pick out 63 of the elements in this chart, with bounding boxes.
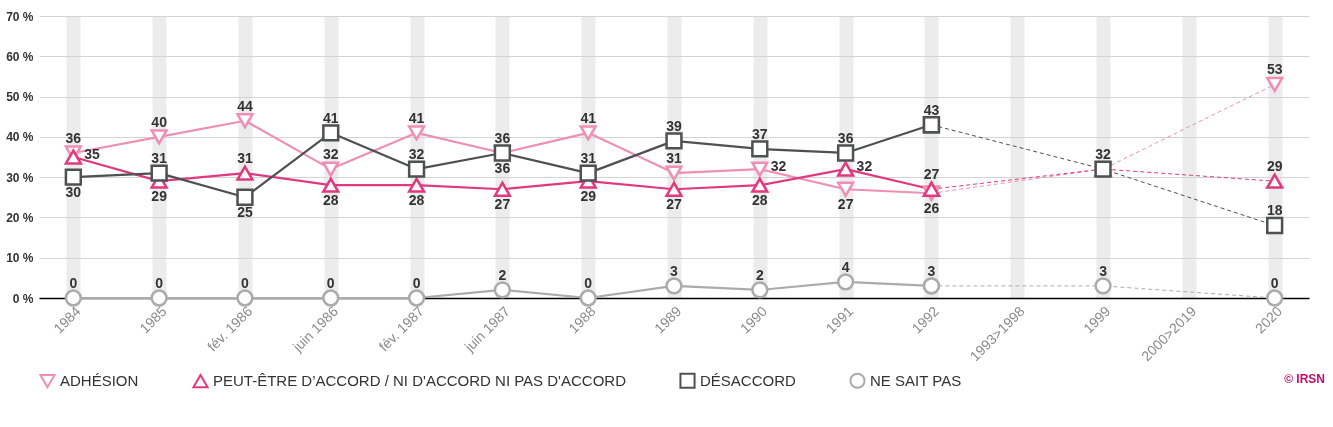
data-label: 53 — [1266, 61, 1283, 78]
data-label: 27 — [666, 196, 682, 213]
data-label: 2 — [498, 266, 507, 283]
data-label: 3 — [927, 262, 936, 279]
data-label: 32 — [1095, 146, 1112, 163]
y-tick-label: 10 % — [6, 251, 34, 266]
data-label: 18 — [1266, 202, 1283, 219]
data-label: 32 — [770, 158, 787, 175]
data-label: 0 — [155, 275, 164, 291]
data-label: 40 — [151, 113, 168, 130]
data-label: 25 — [237, 204, 253, 221]
data-label: 28 — [752, 192, 768, 209]
y-tick-label: 50 % — [6, 90, 34, 105]
y-tick-label: 0 % — [12, 291, 34, 306]
data-label: 0 — [241, 275, 250, 291]
data-label: 31 — [580, 150, 597, 167]
data-label: 0 — [1270, 275, 1279, 291]
data-label: 41 — [408, 109, 425, 126]
data-label: 29 — [151, 188, 168, 205]
data-label: 27 — [837, 196, 854, 213]
legend-label: PEUT-ÊTRE D’ACCORD / NI D'ACCORD NI PAS D'ACCORD — [213, 372, 627, 390]
legend-label: DÉSACCORD — [700, 371, 797, 389]
y-tick-label: 70 % — [6, 9, 34, 24]
data-label: 36 — [494, 159, 511, 176]
legend-label: ADHÉSION — [60, 372, 139, 390]
data-label: 4 — [841, 258, 850, 275]
data-label: 36 — [837, 129, 854, 146]
data-label: 36 — [65, 129, 82, 146]
data-label: 32 — [322, 146, 339, 163]
data-label: 30 — [65, 184, 82, 201]
data-label: 0 — [326, 275, 335, 291]
data-label: 44 — [237, 97, 253, 114]
data-label: 43 — [923, 101, 940, 118]
y-tick-label: 60 % — [6, 49, 34, 64]
data-label: 31 — [237, 150, 253, 167]
data-label: 35 — [84, 146, 101, 162]
data-label: 29 — [580, 188, 597, 205]
data-label: 31 — [666, 150, 682, 167]
data-label: 29 — [1266, 158, 1283, 175]
data-label: 2 — [755, 266, 764, 283]
text: © IRSN — [1284, 372, 1325, 386]
data-label: 27 — [494, 196, 511, 213]
data-label: 3 — [670, 262, 679, 279]
data-label: 41 — [580, 109, 597, 126]
data-label: 3 — [1099, 262, 1108, 279]
data-label: 39 — [666, 117, 682, 134]
data-label: 32 — [856, 158, 873, 175]
data-label: 28 — [408, 192, 425, 209]
data-label: 0 — [412, 275, 421, 291]
legend-label: NE SAIT PAS — [870, 371, 962, 389]
data-label: 0 — [69, 275, 78, 291]
y-tick-label: 30 % — [6, 170, 34, 185]
data-label: 31 — [151, 150, 168, 167]
data-label: 26 — [923, 200, 940, 217]
y-tick-label: 40 % — [6, 130, 34, 145]
data-label: 27 — [923, 166, 940, 183]
data-label: 0 — [584, 275, 593, 291]
y-tick-label: 20 % — [6, 210, 34, 225]
data-label: 28 — [322, 192, 339, 209]
data-label: 41 — [322, 109, 339, 126]
data-label: 37 — [752, 125, 768, 142]
data-label: 36 — [494, 129, 511, 146]
data-label: 32 — [408, 146, 425, 163]
